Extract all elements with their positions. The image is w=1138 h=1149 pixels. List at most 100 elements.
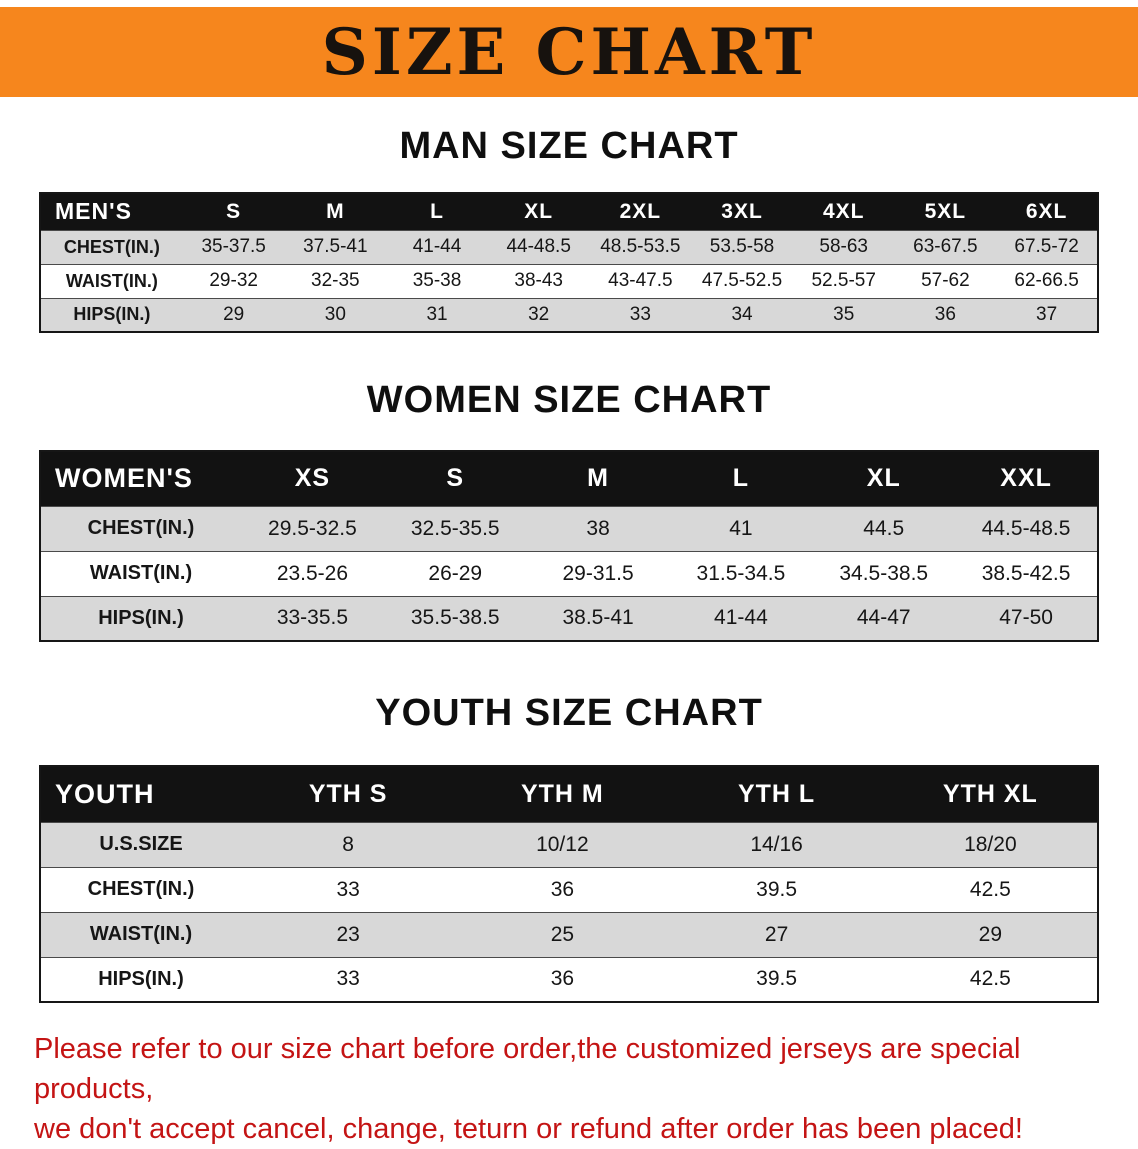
data-cell: 29-32	[182, 263, 285, 298]
youth-size-table: YOUTH YTH S YTH M YTH L YTH XL U.S.SIZE 8 10/1…	[39, 765, 1099, 1003]
page-title: SIZE CHART	[321, 14, 817, 90]
men-corner-header: MEN'S	[40, 193, 183, 230]
data-cell: 31.5-34.5	[669, 550, 813, 596]
table-row: HIPS(IN.) 33 36 39.5 42.5	[40, 956, 1098, 1002]
data-cell: 34.5-38.5	[812, 550, 956, 596]
men-size-header: L	[386, 193, 488, 230]
data-cell: 41-44	[386, 229, 488, 264]
data-cell: 29	[883, 911, 1098, 957]
youth-size-header: YTH XL	[883, 766, 1098, 822]
men-size-header: 4XL	[792, 193, 895, 230]
men-table-header-row: MEN'S S M L XL 2XL 3XL 4XL 5XL 6XL	[40, 193, 1098, 230]
women-size-section: WOMEN SIZE CHART WOMEN'S XS S M L XL XXL CHEST…	[0, 379, 1138, 642]
youth-table-header-row: YOUTH YTH S YTH M YTH L YTH XL	[40, 766, 1098, 822]
men-section-title: MAN SIZE CHART	[399, 125, 739, 167]
women-size-header: L	[669, 451, 813, 506]
data-cell: 42.5	[883, 956, 1098, 1002]
women-size-header: M	[526, 451, 670, 506]
data-cell: 23	[241, 911, 456, 957]
data-cell: 44.5	[812, 505, 956, 551]
row-label: CHEST(IN.)	[40, 505, 242, 551]
data-cell: 14/16	[669, 821, 884, 867]
men-size-header: XL	[487, 193, 590, 230]
men-size-table: MEN'S S M L XL 2XL 3XL 4XL 5XL 6XL CHEST(IN.) 35-3…	[39, 192, 1099, 333]
youth-size-header: YTH S	[241, 766, 456, 822]
men-size-header: 3XL	[691, 193, 793, 230]
data-cell: 67.5-72	[996, 229, 1098, 264]
data-cell: 47.5-52.5	[691, 263, 793, 298]
disclaimer-note: Please refer to our size chart before or…	[34, 1029, 1138, 1149]
youth-size-header: YTH L	[669, 766, 884, 822]
table-row: WAIST(IN.) 23 25 27 29	[40, 911, 1098, 957]
data-cell: 44-48.5	[487, 229, 590, 264]
data-cell: 30	[284, 297, 387, 332]
row-label: WAIST(IN.)	[40, 550, 242, 596]
row-label: CHEST(IN.)	[40, 229, 183, 264]
row-label: HIPS(IN.)	[40, 595, 242, 641]
table-row: WAIST(IN.) 23.5-26 26-29 29-31.5 31.5-34.5 34…	[40, 550, 1098, 596]
women-size-header: S	[383, 451, 527, 506]
data-cell: 62-66.5	[996, 263, 1098, 298]
row-label: WAIST(IN.)	[40, 263, 183, 298]
youth-size-header: YTH M	[455, 766, 670, 822]
data-cell: 44-47	[812, 595, 956, 641]
size-chart-banner: SIZE CHART	[0, 7, 1138, 97]
table-row: WAIST(IN.) 29-32 32-35 35-38 38-43 43-47.5 47.…	[40, 263, 1098, 298]
data-cell: 33-35.5	[241, 595, 384, 641]
row-label: WAIST(IN.)	[40, 911, 242, 957]
table-row: CHEST(IN.) 33 36 39.5 42.5	[40, 866, 1098, 912]
data-cell: 39.5	[669, 956, 884, 1002]
data-cell: 35	[792, 297, 895, 332]
data-cell: 29-31.5	[526, 550, 670, 596]
data-cell: 31	[386, 297, 488, 332]
data-cell: 29	[182, 297, 285, 332]
data-cell: 32-35	[284, 263, 387, 298]
table-row: HIPS(IN.) 29 30 31 32 33 34 35 36 37	[40, 297, 1098, 332]
data-cell: 37	[996, 297, 1098, 332]
youth-section-title: YOUTH SIZE CHART	[375, 692, 763, 734]
data-cell: 53.5-58	[691, 229, 793, 264]
women-size-header: XS	[241, 451, 384, 506]
table-row: HIPS(IN.) 33-35.5 35.5-38.5 38.5-41 41-44 44-…	[40, 595, 1098, 641]
data-cell: 23.5-26	[241, 550, 384, 596]
data-cell: 42.5	[883, 866, 1098, 912]
data-cell: 38-43	[487, 263, 590, 298]
row-label: U.S.SIZE	[40, 821, 242, 867]
data-cell: 29.5-32.5	[241, 505, 384, 551]
disclaimer-line-1: Please refer to our size chart before or…	[34, 1033, 1021, 1106]
data-cell: 34	[691, 297, 793, 332]
women-size-header: XL	[812, 451, 956, 506]
youth-corner-header: YOUTH	[40, 766, 242, 822]
data-cell: 27	[669, 911, 884, 957]
data-cell: 57-62	[894, 263, 997, 298]
data-cell: 47-50	[955, 595, 1098, 641]
men-size-header: S	[182, 193, 285, 230]
data-cell: 32	[487, 297, 590, 332]
data-cell: 38.5-42.5	[955, 550, 1098, 596]
table-row: CHEST(IN.) 29.5-32.5 32.5-35.5 38 41 44.5 44.5…	[40, 505, 1098, 551]
row-label: HIPS(IN.)	[40, 297, 183, 332]
data-cell: 48.5-53.5	[589, 229, 692, 264]
data-cell: 58-63	[792, 229, 895, 264]
data-cell: 36	[455, 866, 670, 912]
women-size-header: XXL	[955, 451, 1098, 506]
row-label: CHEST(IN.)	[40, 866, 242, 912]
data-cell: 38.5-41	[526, 595, 670, 641]
data-cell: 37.5-41	[284, 229, 387, 264]
disclaimer-line-2: we don't accept cancel, change, teturn o…	[34, 1113, 1023, 1146]
men-size-header: 5XL	[894, 193, 997, 230]
data-cell: 8	[241, 821, 456, 867]
men-size-section: MAN SIZE CHART MEN'S S M L XL 2XL 3XL 4XL 5XL 6XL…	[0, 125, 1138, 333]
data-cell: 36	[455, 956, 670, 1002]
data-cell: 18/20	[883, 821, 1098, 867]
table-row: CHEST(IN.) 35-37.5 37.5-41 41-44 44-48.5 48.5…	[40, 229, 1098, 264]
data-cell: 10/12	[455, 821, 670, 867]
women-corner-header: WOMEN'S	[40, 451, 242, 506]
data-cell: 63-67.5	[894, 229, 997, 264]
women-table-header-row: WOMEN'S XS S M L XL XXL	[40, 451, 1098, 506]
men-size-header: 2XL	[589, 193, 692, 230]
data-cell: 35-37.5	[182, 229, 285, 264]
data-cell: 39.5	[669, 866, 884, 912]
data-cell: 33	[241, 866, 456, 912]
data-cell: 32.5-35.5	[383, 505, 527, 551]
